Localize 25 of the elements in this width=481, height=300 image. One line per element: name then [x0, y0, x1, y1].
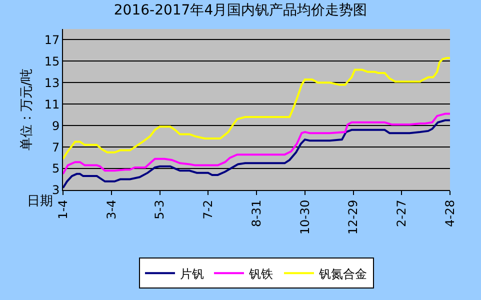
x-tick-label: 1-4 — [56, 200, 70, 220]
x-tick-label: 8-31 — [249, 200, 264, 228]
y-tick-label: 5 — [52, 162, 60, 176]
x-tick-label: 5-3 — [152, 200, 167, 220]
x-axis-title: 日期 — [27, 194, 53, 209]
legend-label: 片钒 — [180, 266, 204, 281]
y-tick-label: 13 — [44, 76, 60, 90]
y-tick-label: 7 — [52, 140, 60, 154]
y-tick-label: 11 — [44, 97, 60, 112]
y-tick-label: 17 — [44, 32, 60, 47]
line-series — [63, 56, 450, 160]
x-tick-label: 10-30 — [298, 200, 312, 235]
legend-label: 钒氮合金 — [318, 266, 367, 281]
x-tick-label: 7-2 — [201, 200, 216, 220]
chart-title: 2016-2017年4月国内钒产品均价走势图 — [114, 2, 368, 18]
y-tick-label: 15 — [44, 54, 60, 68]
x-tick-label: 2-27 — [394, 200, 409, 228]
x-tick-label: 4-28 — [442, 200, 457, 228]
y-tick-label: 3 — [52, 183, 60, 198]
x-tick-label: 12-29 — [346, 200, 360, 235]
legend-label: 钒铁 — [248, 266, 273, 281]
y-axis-title: 单位：万元/吨 — [19, 68, 34, 151]
line-series — [63, 112, 450, 175]
x-tick-label: 3-4 — [104, 200, 118, 220]
y-tick-label: 9 — [52, 118, 60, 133]
